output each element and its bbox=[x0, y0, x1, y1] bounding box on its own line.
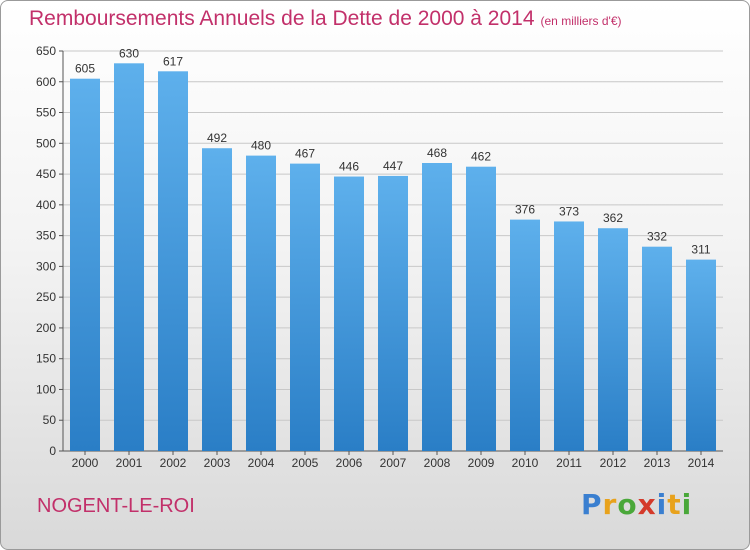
x-tick-label: 2009 bbox=[468, 456, 495, 470]
x-tick-label: 2012 bbox=[600, 456, 627, 470]
bar bbox=[554, 221, 584, 451]
y-tick-label: 350 bbox=[36, 229, 56, 243]
x-tick-label: 2013 bbox=[644, 456, 671, 470]
logo-letter: x bbox=[637, 488, 657, 521]
x-tick-label: 2002 bbox=[160, 456, 187, 470]
logo-letter: i bbox=[681, 488, 693, 521]
bar bbox=[114, 63, 144, 452]
data-label: 480 bbox=[251, 139, 271, 153]
x-tick-label: 2003 bbox=[204, 456, 231, 470]
bar bbox=[686, 259, 716, 451]
x-tick-label: 2001 bbox=[116, 456, 143, 470]
y-tick-label: 450 bbox=[36, 167, 56, 181]
bar bbox=[642, 246, 672, 451]
x-tick-label: 2000 bbox=[72, 456, 99, 470]
y-tick-label: 100 bbox=[36, 382, 56, 396]
chart-title-text: Remboursements Annuels de la Dette de 20… bbox=[29, 7, 535, 30]
proxiti-logo: Proxiti bbox=[581, 488, 692, 521]
data-label: 376 bbox=[515, 203, 535, 217]
bar bbox=[598, 228, 628, 451]
data-label: 630 bbox=[119, 46, 139, 60]
chart-title: Remboursements Annuels de la Dette de 20… bbox=[29, 7, 622, 31]
logo-letter: P bbox=[581, 488, 603, 521]
logo-letter: i bbox=[656, 488, 668, 521]
data-label: 311 bbox=[691, 243, 710, 257]
data-label: 617 bbox=[163, 54, 183, 68]
x-tick-label: 2005 bbox=[292, 456, 319, 470]
y-tick-label: 550 bbox=[36, 106, 56, 120]
logo-letter: o bbox=[617, 488, 638, 521]
y-tick-label: 650 bbox=[36, 44, 56, 58]
data-label: 362 bbox=[603, 211, 623, 225]
bar bbox=[158, 71, 188, 452]
city-name: NOGENT-LE-ROI bbox=[37, 495, 195, 517]
bar bbox=[466, 166, 496, 451]
bar bbox=[510, 219, 540, 451]
x-tick-label: 2004 bbox=[248, 456, 275, 470]
data-label: 447 bbox=[383, 159, 403, 173]
logo-letter: t bbox=[667, 488, 682, 521]
data-labels: 605 630 617 492 480 467 446 447 468 462 376 373 362 3… bbox=[75, 46, 711, 256]
y-tick-label: 400 bbox=[36, 198, 56, 212]
x-tick-label: 2014 bbox=[688, 456, 715, 470]
y-tick-label: 200 bbox=[36, 321, 56, 335]
x-tick-label: 2011 bbox=[556, 456, 582, 470]
x-tick-label: 2010 bbox=[512, 456, 539, 470]
data-label: 467 bbox=[295, 147, 315, 161]
x-tick-label: 2007 bbox=[380, 456, 407, 470]
bar bbox=[202, 148, 232, 451]
y-tick-label: 150 bbox=[36, 352, 56, 366]
x-tick-label: 2006 bbox=[336, 456, 363, 470]
data-label: 446 bbox=[339, 160, 359, 174]
bar bbox=[422, 163, 452, 451]
data-label: 605 bbox=[75, 62, 95, 76]
bar bbox=[290, 163, 320, 451]
bar bbox=[246, 155, 276, 451]
y-tick-labels: 0 50 100 150 200 250 300 350 400 450 500 550 600 650 bbox=[36, 44, 56, 458]
y-tick-label: 250 bbox=[36, 290, 56, 304]
y-tick-label: 500 bbox=[36, 136, 56, 150]
y-tick-label: 300 bbox=[36, 259, 56, 273]
bars bbox=[70, 63, 716, 452]
x-tick-label: 2008 bbox=[424, 456, 451, 470]
bar bbox=[334, 176, 364, 452]
y-tick-label: 600 bbox=[36, 75, 56, 89]
chart-unit: (en milliers d'€) bbox=[540, 14, 622, 28]
data-label: 373 bbox=[559, 204, 579, 218]
data-label: 468 bbox=[427, 146, 447, 160]
y-tick-label: 0 bbox=[49, 444, 56, 458]
y-tick-label: 50 bbox=[43, 413, 57, 427]
data-label: 462 bbox=[471, 150, 491, 164]
bar bbox=[378, 175, 408, 451]
data-label: 332 bbox=[647, 230, 667, 244]
bar bbox=[70, 78, 100, 451]
logo-letter: r bbox=[602, 488, 618, 521]
x-tick-labels: 2000 2001 2002 2003 2004 2005 2006 2007 2008 2009… bbox=[72, 456, 715, 470]
data-label: 492 bbox=[207, 131, 227, 145]
